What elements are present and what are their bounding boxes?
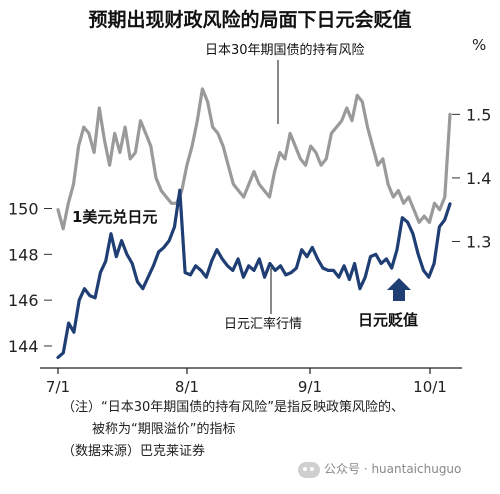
left-tick-label-2: 148: [8, 245, 39, 264]
source-note: （数据来源）巴克莱证券: [62, 444, 206, 459]
chart-title: 预期出现财政风险的局面下日元会贬值: [88, 8, 411, 31]
left-tick-label-3: 150: [8, 199, 39, 218]
yen-weakening-arrow: [387, 278, 411, 301]
x-tick-label-2: 9/1: [298, 378, 322, 396]
series-line-0: [56, 87, 452, 231]
note-line-2: 被称为“期限溢价”的指标: [92, 422, 236, 437]
watermark-text: 公众号 · huantaichuguo: [324, 462, 462, 476]
x-tick-label-1: 8/1: [175, 378, 199, 396]
annotation-exchange-rate: 日元汇率行情: [224, 316, 302, 332]
x-tick-label-0: 7/1: [46, 378, 70, 396]
right-axis-unit: %: [472, 36, 486, 54]
right-tick-label-1: 1.4: [466, 169, 491, 188]
chart-canvas: 预期出现财政风险的局面下日元会贬值 7/1 8/1 9/1 10/1 144 146 148…: [8, 8, 491, 396]
annotation-yen-weakening: 日元贬值: [358, 311, 418, 329]
left-tick-label-1: 146: [8, 291, 39, 310]
note-line-1: （注）“日本30年期国债的持有风险”是指反映政策风险的、: [62, 400, 405, 415]
left-tick-label-0: 144: [8, 337, 39, 356]
annotation-usd-jpy: 1美元兑日元: [72, 208, 157, 226]
annotation-bond-risk: 日本30年期国债的持有风险: [205, 42, 365, 58]
wechat-icon: [298, 461, 320, 478]
series-line-1: [56, 188, 452, 359]
plot-area: 7/1 8/1 9/1 10/1 144 146 148 150 1.3 1.4 1.5% 1美元兑日…: [8, 36, 491, 396]
x-tick-label-3: 10/1: [413, 378, 447, 396]
right-tick-label-0: 1.3: [466, 232, 491, 251]
right-tick-label-2: 1.5: [466, 105, 491, 124]
watermark: 公众号 · huantaichuguo: [298, 460, 461, 478]
